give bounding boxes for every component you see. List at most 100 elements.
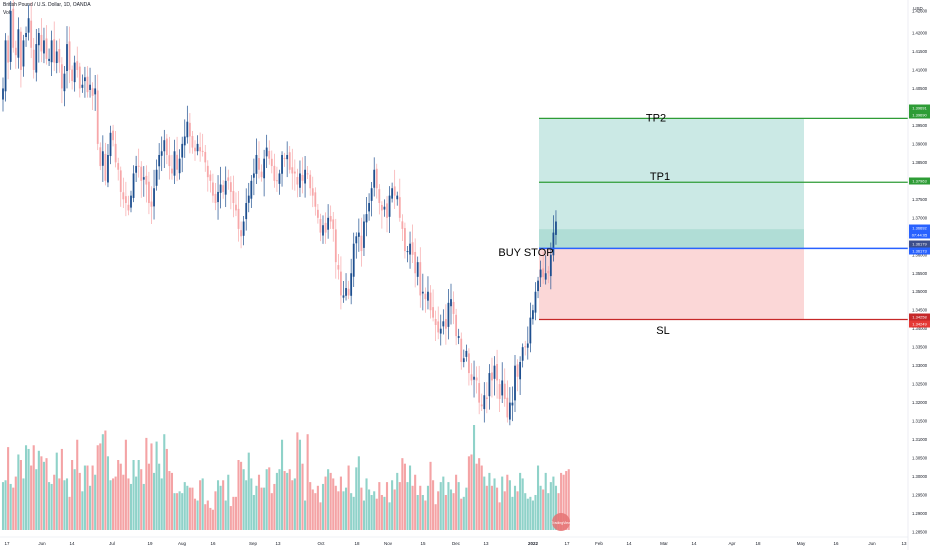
volume-bar bbox=[112, 478, 115, 530]
candle-body bbox=[168, 155, 171, 167]
volume-bar bbox=[183, 482, 186, 530]
volume-bar bbox=[209, 507, 212, 530]
volume-bar bbox=[204, 504, 207, 530]
volume-bar bbox=[127, 478, 130, 530]
tp2-label[interactable]: TP2 bbox=[646, 112, 666, 124]
candle-body bbox=[363, 221, 365, 248]
candle bbox=[296, 168, 299, 198]
volume-bar bbox=[196, 500, 199, 530]
candle bbox=[496, 349, 498, 399]
time-tick-label: 13 bbox=[483, 541, 489, 546]
volume-bar bbox=[1, 482, 5, 530]
volume-bar bbox=[48, 482, 51, 530]
candle-body bbox=[455, 314, 458, 337]
volume-bar bbox=[324, 476, 327, 530]
candle bbox=[526, 326, 529, 360]
volume-bar bbox=[240, 461, 243, 530]
price-tag-label: 1.36179 bbox=[912, 242, 927, 247]
volume-bar bbox=[168, 471, 171, 530]
volume-bar bbox=[480, 465, 483, 530]
volume-bar bbox=[503, 491, 506, 530]
candle bbox=[508, 387, 511, 426]
candle-body bbox=[278, 173, 281, 184]
candle-body bbox=[432, 307, 434, 318]
candle-body bbox=[357, 232, 360, 237]
volume-bar bbox=[91, 465, 94, 530]
candle bbox=[286, 141, 289, 178]
candle bbox=[380, 201, 383, 229]
volume-bar bbox=[406, 482, 409, 530]
candle-body bbox=[250, 180, 253, 199]
candle bbox=[132, 165, 135, 203]
candle-body bbox=[227, 177, 230, 181]
candle bbox=[101, 135, 104, 182]
candle-body bbox=[304, 169, 306, 184]
volume-bar bbox=[309, 482, 312, 530]
candle bbox=[89, 67, 91, 98]
candle bbox=[145, 165, 148, 203]
candle-body bbox=[66, 44, 68, 72]
volume-bar bbox=[122, 474, 125, 530]
price-tick-label: 1.38500 bbox=[912, 160, 928, 165]
volume-bar bbox=[472, 425, 476, 530]
volume-bar bbox=[383, 496, 386, 530]
tp1-label[interactable]: TP1 bbox=[650, 171, 670, 183]
candle-body bbox=[327, 217, 330, 230]
volume-bar bbox=[224, 500, 227, 530]
candle-body bbox=[232, 191, 235, 204]
candle bbox=[48, 48, 50, 66]
candle-body bbox=[311, 188, 314, 196]
candle-body bbox=[178, 158, 181, 174]
volume-bar bbox=[129, 483, 133, 530]
volume-bar bbox=[327, 469, 330, 530]
candle bbox=[455, 308, 458, 346]
candle bbox=[45, 25, 48, 65]
candle bbox=[252, 158, 255, 196]
time-axis[interactable]: 17 Jun 14 Jul 19 Aug 16 Sep 13 Oct 18 Nov 15 Dec 13 202… bbox=[0, 536, 908, 546]
volume-bar bbox=[245, 480, 248, 530]
candle-body bbox=[127, 204, 130, 211]
candle-body bbox=[314, 192, 317, 207]
candle-body bbox=[496, 364, 498, 381]
candle bbox=[160, 136, 163, 172]
candle bbox=[135, 155, 138, 182]
price-tick-label: 1.33000 bbox=[912, 363, 928, 368]
candle bbox=[549, 242, 552, 290]
candle bbox=[242, 215, 245, 246]
candle bbox=[457, 328, 460, 345]
candle bbox=[519, 356, 522, 396]
volume-bar bbox=[401, 458, 404, 530]
buy-stop-label[interactable]: BUY STOP bbox=[498, 247, 553, 259]
candle-body bbox=[48, 58, 50, 61]
candle-body bbox=[45, 38, 48, 59]
candle bbox=[188, 112, 191, 154]
candle bbox=[355, 232, 358, 259]
candle bbox=[511, 386, 514, 422]
candle bbox=[547, 266, 550, 284]
candle-body bbox=[429, 292, 432, 311]
volume-bar bbox=[109, 480, 112, 530]
candle bbox=[250, 175, 253, 208]
symbol-title[interactable]: British Pound / U.S. Dollar, 1D, OANDA bbox=[3, 2, 91, 8]
volume-bar bbox=[247, 452, 250, 530]
candle-body bbox=[186, 121, 189, 138]
candle bbox=[483, 382, 486, 423]
candle-body bbox=[265, 147, 268, 157]
candle bbox=[434, 310, 437, 341]
candle-body bbox=[329, 216, 332, 222]
volume-bar bbox=[58, 478, 61, 530]
volume-bar bbox=[132, 460, 135, 530]
price-tick-label: 1.34500 bbox=[912, 308, 928, 313]
sl-label[interactable]: SL bbox=[656, 325, 669, 337]
candle bbox=[91, 82, 94, 110]
volume-bar bbox=[467, 456, 470, 530]
volume-bar bbox=[539, 485, 542, 530]
volume-bar bbox=[311, 489, 314, 530]
candle bbox=[186, 105, 189, 144]
price-axis-currency: USD bbox=[913, 6, 923, 11]
candle-body bbox=[96, 90, 99, 144]
volume-bar bbox=[508, 480, 511, 530]
price-tick-label: 1.31500 bbox=[912, 419, 928, 424]
